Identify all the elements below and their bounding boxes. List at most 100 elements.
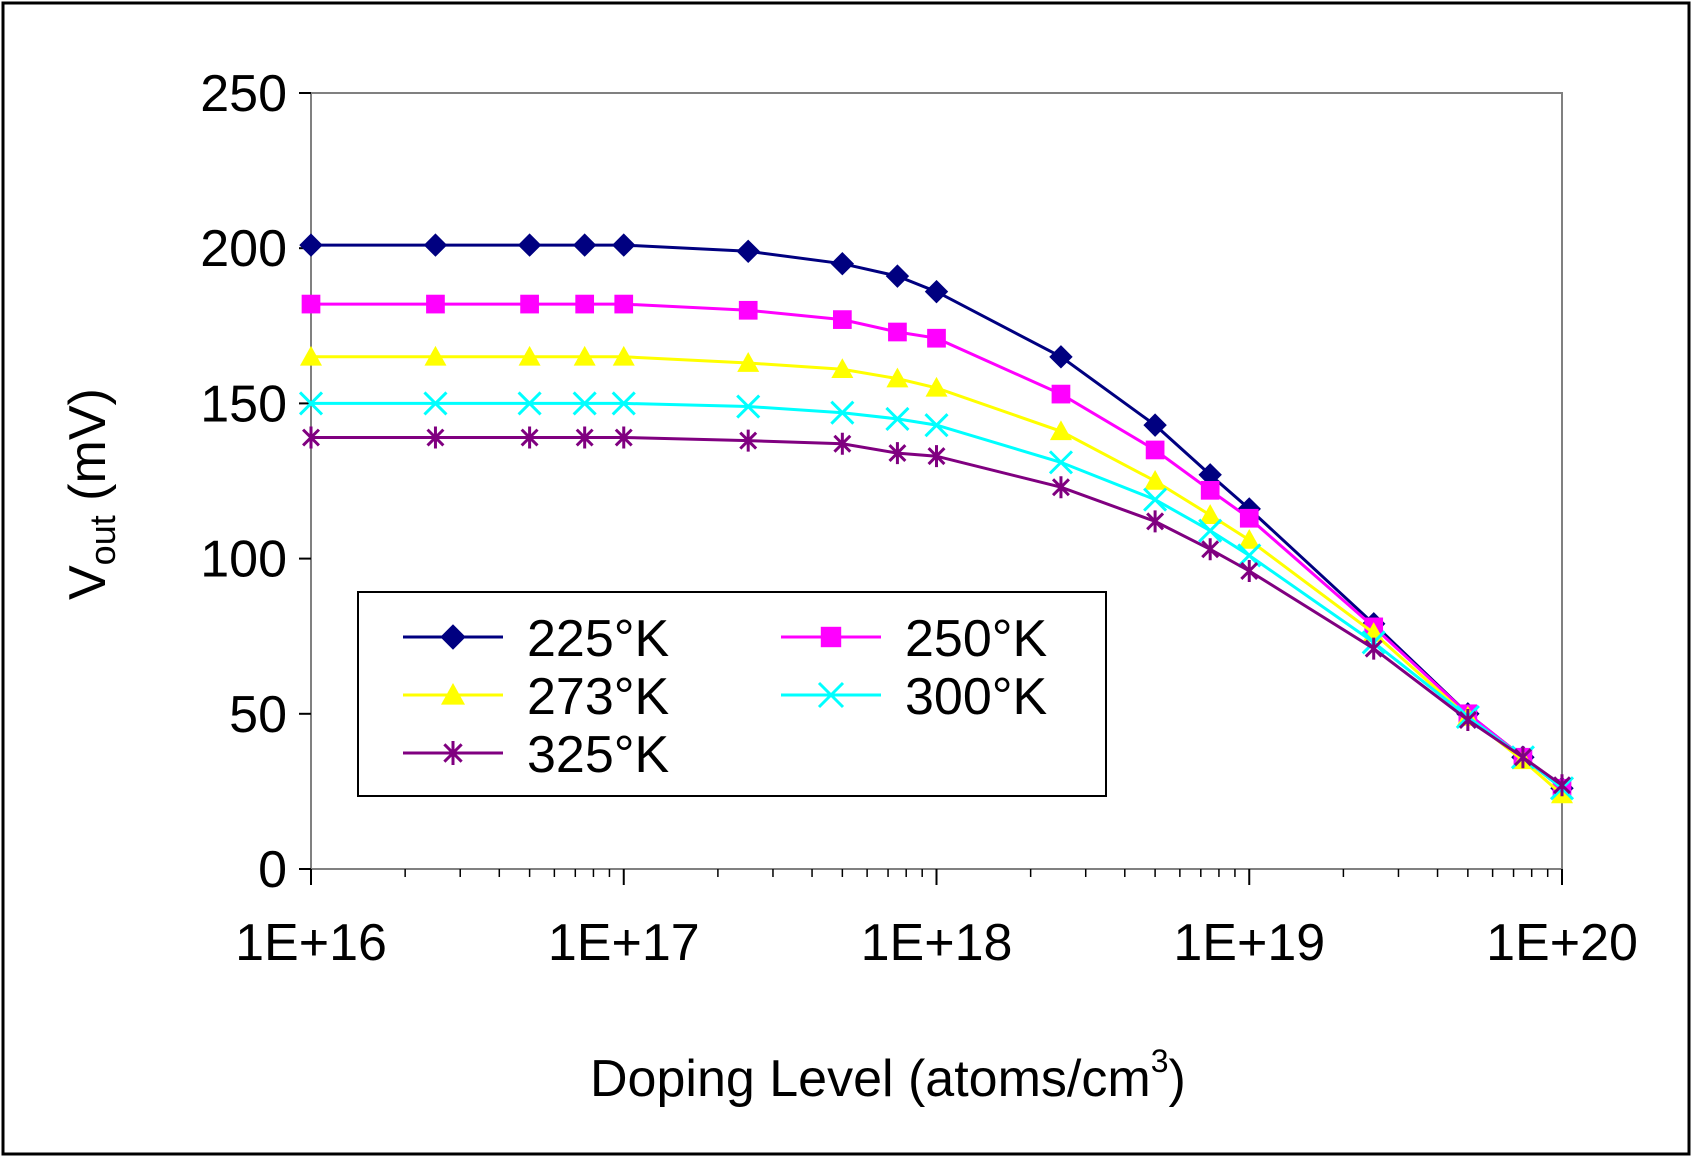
data-point (611, 391, 636, 416)
data-point (575, 426, 594, 449)
data-point (927, 445, 946, 468)
x-axis-title-main: Doping Level (atoms/cm (590, 1050, 1151, 1108)
data-point (1458, 709, 1477, 732)
y-tick-label: 200 (200, 220, 287, 278)
data-point (924, 279, 949, 304)
data-point (830, 252, 855, 276)
data-point (301, 294, 321, 314)
data-point (1364, 637, 1383, 660)
data-point (299, 233, 323, 257)
x-tick-label: 1E+19 (1173, 914, 1325, 972)
data-point (831, 358, 854, 379)
legend-marker (820, 626, 842, 648)
legend-item: 225°K (403, 610, 670, 668)
x-axis: 1E+16 1E+17 1E+18 1E+19 1E+20 (235, 869, 1638, 972)
legend-label: 225°K (527, 610, 670, 668)
data-point (886, 367, 909, 388)
data-point (1240, 560, 1259, 583)
data-point (736, 394, 761, 419)
data-point (517, 391, 542, 416)
data-point (737, 352, 760, 372)
legend-marker (441, 683, 465, 705)
data-point (738, 300, 758, 320)
legend-label: 250°K (905, 610, 1048, 668)
y-axis-title: Vout (mV) (59, 388, 123, 600)
legend-item: 325°K (403, 726, 670, 784)
x-tick-label: 1E+18 (861, 914, 1013, 972)
data-point (1051, 476, 1070, 499)
data-point (1513, 746, 1532, 769)
data-point (888, 442, 907, 465)
legend-marker (817, 681, 845, 709)
data-point (1049, 420, 1072, 441)
legend-item: 273°K (403, 668, 670, 726)
legend-item: 250°K (781, 610, 1048, 668)
data-point (1146, 510, 1165, 533)
data-point (1553, 774, 1571, 797)
data-point (612, 233, 636, 257)
data-point (1200, 480, 1220, 500)
data-point (426, 426, 445, 449)
data-point (1201, 538, 1220, 561)
data-point (520, 294, 539, 314)
data-point (614, 294, 634, 314)
legend-label: 273°K (527, 668, 670, 726)
y-tick-label: 50 (229, 686, 287, 744)
y-tick-label: 250 (200, 65, 287, 123)
data-point (925, 376, 948, 397)
x-axis-title-close: ) (1168, 1050, 1185, 1108)
x-tick-label: 1E+16 (235, 914, 387, 972)
data-point (517, 233, 542, 257)
data-point (830, 400, 855, 425)
legend-label: 325°K (527, 726, 670, 784)
y-tick-label: 150 (200, 375, 287, 433)
y-tick-label: 100 (200, 531, 287, 589)
data-point (888, 322, 907, 342)
x-axis-title-sup: 3 (1151, 1043, 1169, 1079)
data-point (302, 426, 320, 449)
data-point (1051, 384, 1071, 404)
series-layer (298, 233, 1575, 804)
data-point (612, 345, 635, 366)
data-point (1199, 504, 1222, 524)
legend-label: 300°K (905, 668, 1048, 726)
data-point (833, 310, 852, 329)
data-point (572, 391, 597, 416)
series-325KK (302, 426, 1571, 797)
legend-marker (443, 741, 463, 765)
data-point (614, 426, 633, 449)
legend-item: 300°K (781, 668, 1048, 726)
y-axis-title-sub: out (82, 515, 123, 565)
data-point (423, 391, 448, 416)
data-point (1239, 508, 1259, 528)
data-point (1049, 345, 1073, 369)
legend: 225°K 250°K 273°K 300°K 325°K (357, 591, 1107, 797)
series-250KK (301, 294, 1572, 798)
data-point (575, 294, 595, 314)
data-point (518, 345, 541, 366)
data-point (885, 406, 910, 431)
legend-marker (440, 624, 466, 650)
x-axis-title: Doping Level (atoms/cm3) (590, 1043, 1186, 1108)
data-point (1238, 528, 1261, 549)
data-point (1144, 470, 1167, 490)
y-tick-label: 0 (258, 841, 287, 899)
data-point (423, 233, 448, 257)
data-point (885, 264, 910, 288)
data-point (520, 426, 539, 449)
y-axis: 0 50 100 150 200 250 (200, 65, 311, 899)
data-point (739, 429, 758, 452)
data-point (927, 328, 946, 348)
data-point (573, 345, 596, 366)
data-point (298, 391, 324, 416)
data-point (1143, 487, 1168, 512)
data-point (1145, 440, 1165, 460)
x-tick-label: 1E+20 (1486, 914, 1638, 972)
data-point (300, 345, 322, 366)
data-point (924, 413, 949, 438)
y-axis-title-main: V (59, 565, 117, 600)
data-point (424, 345, 447, 366)
data-point (1048, 450, 1074, 475)
data-point (426, 294, 445, 314)
